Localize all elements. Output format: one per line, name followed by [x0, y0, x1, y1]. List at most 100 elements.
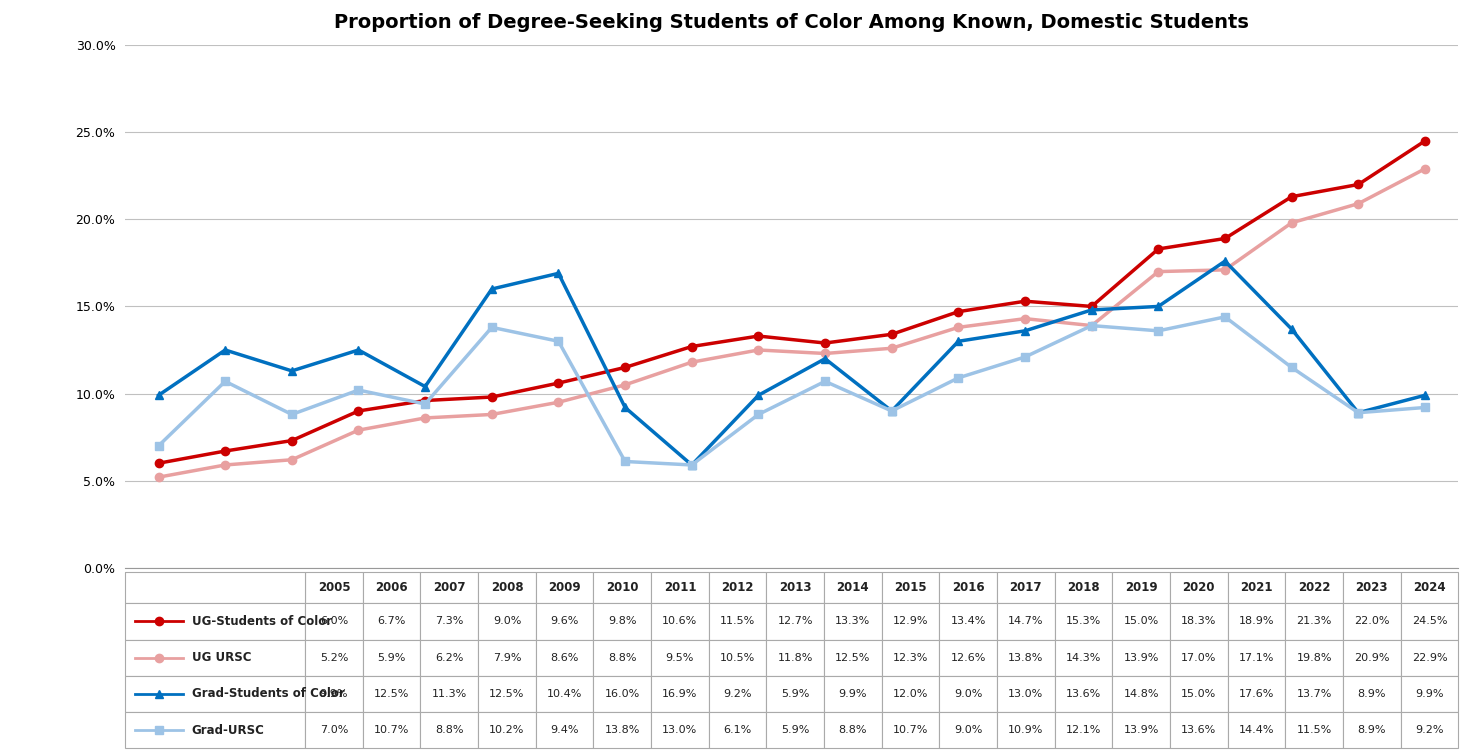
Bar: [125, 572, 305, 603]
Text: 9.0%: 9.0%: [493, 617, 521, 626]
Text: 14.8%: 14.8%: [1124, 689, 1159, 699]
Text: 2012: 2012: [722, 581, 754, 594]
Bar: [125, 639, 305, 676]
Bar: [766, 712, 823, 748]
Text: 15.3%: 15.3%: [1066, 617, 1102, 626]
Bar: [1112, 639, 1170, 676]
Bar: [594, 639, 651, 676]
Bar: [940, 603, 997, 639]
Bar: [1401, 572, 1458, 603]
Text: 17.1%: 17.1%: [1239, 653, 1274, 663]
Text: UG-Students of Color: UG-Students of Color: [191, 615, 331, 628]
Bar: [651, 639, 709, 676]
Bar: [651, 676, 709, 712]
Bar: [1112, 676, 1170, 712]
Text: 12.0%: 12.0%: [893, 689, 928, 699]
Text: 2018: 2018: [1068, 581, 1100, 594]
Text: 8.8%: 8.8%: [608, 653, 636, 663]
Bar: [420, 572, 479, 603]
Bar: [305, 603, 362, 639]
Text: 2022: 2022: [1298, 581, 1330, 594]
Bar: [420, 639, 479, 676]
Text: 7.3%: 7.3%: [435, 617, 464, 626]
Bar: [536, 572, 594, 603]
Text: 2010: 2010: [605, 581, 638, 594]
Bar: [823, 712, 882, 748]
Bar: [479, 639, 536, 676]
Bar: [997, 603, 1055, 639]
Text: 2021: 2021: [1240, 581, 1273, 594]
Bar: [1055, 712, 1112, 748]
Text: 11.8%: 11.8%: [778, 653, 813, 663]
Bar: [125, 712, 305, 748]
Text: 9.2%: 9.2%: [723, 689, 751, 699]
Bar: [125, 676, 305, 712]
Bar: [305, 712, 362, 748]
Text: 7.0%: 7.0%: [320, 725, 348, 735]
Bar: [940, 676, 997, 712]
Bar: [882, 676, 940, 712]
Bar: [594, 603, 651, 639]
Text: 5.2%: 5.2%: [320, 653, 348, 663]
Bar: [1112, 603, 1170, 639]
Text: 22.0%: 22.0%: [1354, 617, 1389, 626]
Text: 8.8%: 8.8%: [838, 725, 868, 735]
Bar: [709, 603, 766, 639]
Bar: [420, 603, 479, 639]
Text: 2020: 2020: [1183, 581, 1215, 594]
Bar: [709, 639, 766, 676]
Bar: [1401, 676, 1458, 712]
Text: 22.9%: 22.9%: [1411, 653, 1448, 663]
Text: 5.9%: 5.9%: [377, 653, 407, 663]
Text: 12.5%: 12.5%: [835, 653, 871, 663]
Text: 13.7%: 13.7%: [1296, 689, 1332, 699]
Bar: [536, 639, 594, 676]
Bar: [1170, 572, 1227, 603]
Bar: [766, 572, 823, 603]
Text: 14.4%: 14.4%: [1239, 725, 1274, 735]
Bar: [651, 572, 709, 603]
Text: 24.5%: 24.5%: [1411, 617, 1446, 626]
Text: 10.7%: 10.7%: [893, 725, 928, 735]
Bar: [1286, 676, 1343, 712]
Text: 13.4%: 13.4%: [950, 617, 985, 626]
Bar: [1286, 639, 1343, 676]
Bar: [997, 676, 1055, 712]
Text: 2019: 2019: [1125, 581, 1158, 594]
Text: 8.9%: 8.9%: [1358, 689, 1386, 699]
Text: 9.2%: 9.2%: [1416, 725, 1444, 735]
Text: 2009: 2009: [548, 581, 580, 594]
Text: 2017: 2017: [1009, 581, 1041, 594]
Text: 9.5%: 9.5%: [666, 653, 694, 663]
Text: 2006: 2006: [376, 581, 408, 594]
Bar: [536, 676, 594, 712]
Text: 10.2%: 10.2%: [489, 725, 524, 735]
Bar: [1170, 603, 1227, 639]
Text: 18.3%: 18.3%: [1181, 617, 1217, 626]
Bar: [709, 676, 766, 712]
Text: 2015: 2015: [894, 581, 927, 594]
Bar: [420, 676, 479, 712]
Text: 9.6%: 9.6%: [551, 617, 579, 626]
Text: 11.5%: 11.5%: [720, 617, 756, 626]
Bar: [1401, 712, 1458, 748]
Text: 10.5%: 10.5%: [720, 653, 756, 663]
Text: 15.0%: 15.0%: [1181, 689, 1217, 699]
Bar: [1343, 676, 1401, 712]
Title: Proportion of Degree-Seeking Students of Color Among Known, Domestic Students: Proportion of Degree-Seeking Students of…: [334, 14, 1249, 32]
Bar: [766, 603, 823, 639]
Bar: [1055, 639, 1112, 676]
Bar: [940, 639, 997, 676]
Text: 5.9%: 5.9%: [781, 689, 810, 699]
Bar: [823, 676, 882, 712]
Bar: [1227, 603, 1286, 639]
Text: 13.9%: 13.9%: [1124, 725, 1159, 735]
Text: 10.7%: 10.7%: [374, 725, 409, 735]
Bar: [1170, 676, 1227, 712]
Text: 2023: 2023: [1355, 581, 1388, 594]
Text: 2005: 2005: [318, 581, 351, 594]
Bar: [1170, 712, 1227, 748]
Text: 7.9%: 7.9%: [492, 653, 521, 663]
Bar: [651, 603, 709, 639]
Text: 12.5%: 12.5%: [489, 689, 524, 699]
